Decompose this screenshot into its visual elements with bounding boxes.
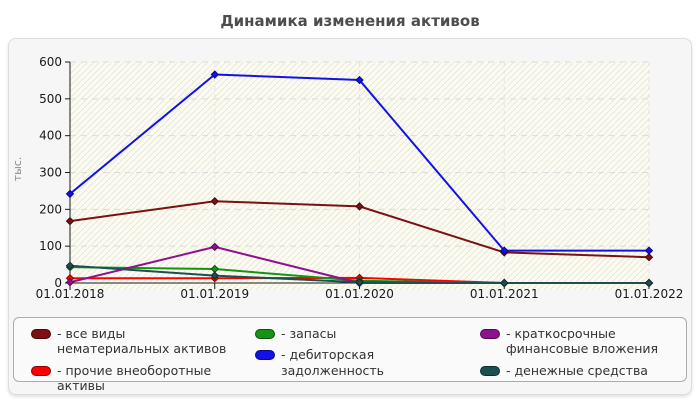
series-marker-5 (644, 278, 654, 288)
legend-swatch-icon (31, 329, 51, 339)
legend-item-label: - краткосрочные финансовые вложения (506, 326, 659, 357)
y-tick-label: 200 (39, 202, 62, 216)
series-marker-5 (355, 278, 364, 287)
series-marker-5 (210, 271, 219, 280)
legend-column: - все виды нематериальных активов - прочи… (31, 326, 255, 393)
series-marker-0 (355, 202, 364, 211)
x-tick-label: 01.01.2022 (615, 287, 684, 301)
series-marker-3 (500, 246, 509, 255)
legend-item: - краткосрочные финансовые вложения (480, 326, 686, 357)
plot-area: 0 100 200 300 400 500 600 01.01.2018 01.01.2019 0… (11, 55, 684, 301)
y-tick-label: 100 (39, 239, 62, 253)
series-marker-4 (65, 278, 75, 287)
chart-title: Динамика изменения активов (220, 12, 480, 30)
series-marker-3 (355, 75, 364, 85)
legend-item: - запасы (255, 326, 480, 341)
y-tick-label: 600 (39, 55, 62, 69)
x-tick-label: 01.01.2020 (325, 287, 394, 301)
x-tick-label: 01.01.2021 (470, 287, 539, 301)
legend-column: - краткосрочные финансовые вложения - ден… (480, 326, 686, 381)
legend-item: - все виды нематериальных активов (31, 326, 255, 357)
chart-panel: 0 100 200 300 400 500 600 01.01.2018 01.01.2019 0… (8, 38, 692, 395)
legend-item-label: - прочие внеоборотные активы (57, 362, 212, 393)
x-tick-label: 01.01.2019 (180, 287, 249, 301)
legend-item: - дебиторская задолженность (255, 347, 480, 378)
series-marker-5 (65, 261, 75, 270)
series-marker-3 (65, 189, 75, 199)
legend-item-label: - все виды нематериальных активов (57, 326, 227, 357)
y-tick-label: 500 (39, 92, 62, 106)
legend-item-label: - дебиторская задолженность (281, 347, 385, 378)
y-axis-label: тыс. (11, 157, 24, 182)
series-marker-3 (644, 246, 654, 255)
legend-swatch-icon (255, 329, 275, 339)
series-marker-0 (65, 216, 75, 226)
series-marker-4 (210, 242, 219, 252)
series-marker-5 (500, 278, 509, 288)
legend-item: - прочие внеоборотные активы (31, 363, 255, 394)
legend-item-label: - денежные средства (506, 362, 648, 378)
legend-swatch-icon (31, 365, 51, 376)
legend-swatch-icon (255, 350, 275, 361)
y-tick-label: 400 (39, 129, 62, 143)
series-marker-0 (644, 253, 654, 262)
series-marker-3 (210, 70, 219, 79)
y-tick-label: 300 (39, 166, 62, 180)
legend-item-label: - запасы (281, 326, 337, 341)
legend-item: - денежные средства (480, 363, 686, 378)
series-marker-0 (210, 197, 219, 206)
legend-swatch-icon (480, 329, 500, 339)
y-tick-label: 0 (54, 276, 62, 290)
x-tick-label: 01.01.2018 (36, 287, 105, 301)
legend: - все виды нематериальных активов - прочи… (13, 317, 687, 393)
legend-swatch-icon (480, 365, 500, 376)
legend-column: - запасы - дебиторская задолженность (255, 326, 480, 381)
